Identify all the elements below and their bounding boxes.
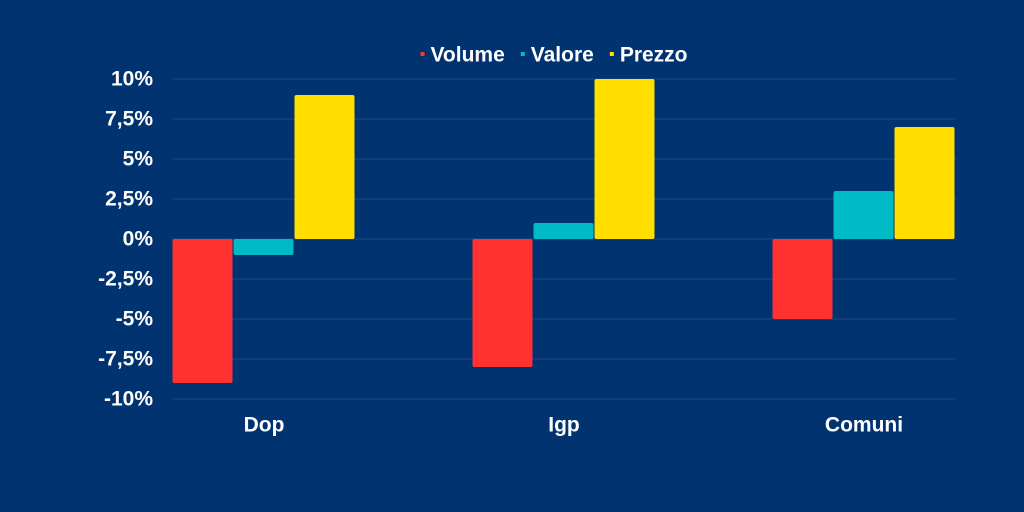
x-tick-label: Dop — [244, 414, 285, 437]
y-tick-label: -2,5% — [98, 268, 153, 291]
bar — [772, 239, 833, 319]
bar — [172, 239, 233, 383]
bar — [233, 239, 294, 255]
bar — [894, 127, 955, 239]
y-tick-label: -10% — [104, 388, 153, 411]
y-tick-label: 10% — [111, 68, 153, 91]
bar — [533, 223, 594, 239]
y-tick-label: 5% — [123, 148, 154, 171]
bar — [294, 95, 355, 239]
legend-label: Volume — [430, 44, 504, 67]
x-tick-label: Igp — [548, 414, 580, 437]
y-tick-label: 0% — [123, 228, 154, 251]
y-tick-label: 2,5% — [105, 188, 153, 211]
x-tick-label: Comuni — [825, 414, 903, 437]
legend-marker — [420, 52, 425, 56]
legend-marker — [520, 52, 525, 56]
legend-label: Valore — [531, 44, 594, 67]
legend-label: Prezzo — [620, 44, 688, 67]
y-tick-label: -5% — [116, 308, 154, 331]
bar — [472, 239, 533, 367]
y-tick-label: -7,5% — [98, 348, 153, 371]
bar — [594, 79, 655, 239]
bar — [833, 191, 894, 239]
y-tick-label: 7,5% — [105, 108, 153, 131]
legend-marker — [609, 52, 614, 56]
